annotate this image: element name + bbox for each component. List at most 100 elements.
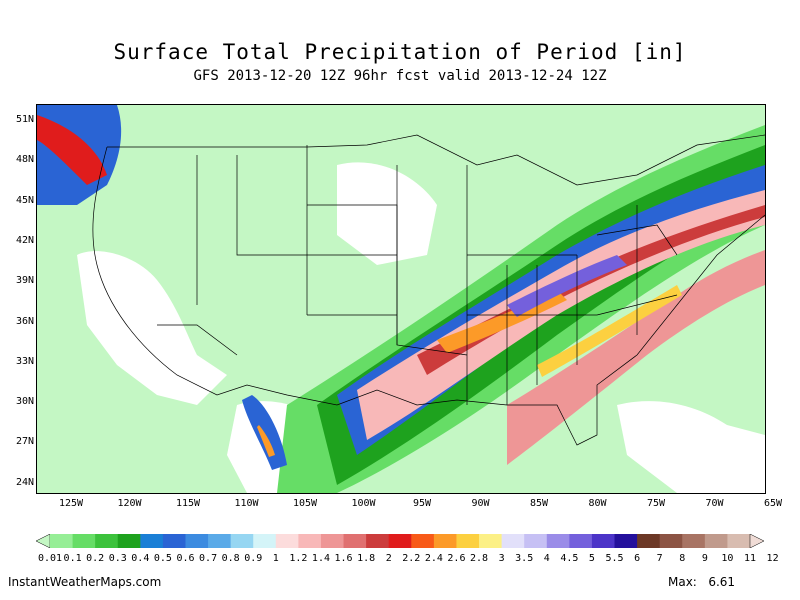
colorbar-label: 7 xyxy=(656,553,663,564)
lon-label: 100W xyxy=(351,498,376,509)
dry-area-plains xyxy=(337,162,437,265)
pink-band xyxy=(357,190,765,440)
colorbar-label: 0.3 xyxy=(108,553,127,564)
colorbar-swatch xyxy=(524,534,548,548)
colorbar-swatch xyxy=(253,534,277,548)
lat-label: 30N xyxy=(15,396,34,408)
colorbar-swatch xyxy=(275,534,299,548)
max-value: 6.61 xyxy=(708,575,736,589)
colorbar-label: 3 xyxy=(498,553,505,564)
colorbar-label: 1 xyxy=(272,553,279,564)
colorbar-label: 8 xyxy=(679,553,686,564)
lat-label: 42N xyxy=(15,234,34,246)
colorbar-label: 0.8 xyxy=(221,553,240,564)
colorbar-swatch xyxy=(343,534,367,548)
lat-label: 27N xyxy=(15,436,34,448)
lat-label: 45N xyxy=(15,194,34,206)
colorbar-label: 0.1 xyxy=(63,553,82,564)
lat-label: 48N xyxy=(15,154,34,166)
colorbar-swatch xyxy=(208,534,232,548)
colorbar-swatch xyxy=(682,534,706,548)
site-credit: InstantWeatherMaps.com xyxy=(8,575,162,589)
political-borders xyxy=(92,134,765,446)
map-subtitle: GFS 2013-12-20 12Z 96hr fcst valid 2013-… xyxy=(193,68,607,84)
colorbar-label: 2.4 xyxy=(424,553,443,564)
colorbar-label: 10 xyxy=(721,553,734,564)
lat-label: 33N xyxy=(15,355,34,367)
colorbar-under-triangle xyxy=(36,534,51,548)
lon-label: 90W xyxy=(471,498,490,509)
colorbar-label: 1.2 xyxy=(289,553,308,564)
colorbar-swatch xyxy=(501,534,525,548)
colorbar-label: 0.5 xyxy=(153,553,172,564)
lon-label: 65W xyxy=(763,498,783,509)
colorbar-over-triangle xyxy=(749,534,764,548)
colorbar-label: 0.9 xyxy=(244,553,263,564)
dry-area-southwest xyxy=(77,251,227,405)
lon-label: 125W xyxy=(58,498,84,509)
precipitation-map xyxy=(36,104,766,494)
lon-label: 80W xyxy=(588,498,607,509)
colorbar-swatch xyxy=(230,534,254,548)
colorbar-label: 4.5 xyxy=(560,553,579,564)
colorbar-swatch xyxy=(50,534,74,548)
colorbar-label: 0.7 xyxy=(199,553,218,564)
colorbar-swatch xyxy=(388,534,412,548)
colorbar-swatch xyxy=(727,534,751,548)
lon-label: 70W xyxy=(705,498,724,509)
colorbar-swatch xyxy=(320,534,345,548)
colorbar-swatch xyxy=(140,534,164,548)
lat-label: 51N xyxy=(15,114,34,125)
colorbar-swatch xyxy=(591,534,616,548)
colorbar-swatch xyxy=(637,534,661,548)
colorbar-label: 5 xyxy=(588,553,595,564)
colorbar-label: 11 xyxy=(743,553,757,564)
colorbar-label: 0.01 xyxy=(37,553,63,564)
colorbar-swatch xyxy=(546,534,570,548)
lon-label: 120W xyxy=(117,498,142,509)
lon-label: 115W xyxy=(175,498,201,509)
max-value-readout: Max: 6.61 xyxy=(668,575,735,589)
colorbar-label: 12 xyxy=(766,553,779,564)
colorbar-swatch xyxy=(479,534,503,548)
colorbar-label: 1.4 xyxy=(311,553,330,564)
max-label: Max: xyxy=(668,575,697,589)
colorbar-label: 0.4 xyxy=(131,553,150,564)
colorbar-swatch xyxy=(704,534,728,548)
colorbar-label: 1.8 xyxy=(357,553,376,564)
colorbar-swatch xyxy=(117,534,141,548)
colorbar-swatch xyxy=(433,534,457,548)
colorbar-label: 6 xyxy=(634,553,641,564)
colorbar-swatch xyxy=(162,534,186,548)
precipitation-colorbar xyxy=(36,534,764,548)
colorbar-label: 0.6 xyxy=(176,553,195,564)
colorbar-label: 3.5 xyxy=(515,553,534,564)
lat-label: 39N xyxy=(15,275,34,287)
colorbar-swatch xyxy=(298,534,322,548)
colorbar-swatch xyxy=(72,534,96,548)
colorbar-label: 2.6 xyxy=(447,553,466,564)
lon-label: 85W xyxy=(529,498,549,509)
southeast-band xyxy=(507,250,765,465)
map-title: Surface Total Precipitation of Period [i… xyxy=(113,40,687,64)
red-band xyxy=(417,205,765,375)
colorbar-swatch xyxy=(185,534,209,548)
lat-label: 36N xyxy=(15,315,34,327)
colorbar-swatch xyxy=(366,534,390,548)
colorbar-label: 9 xyxy=(701,553,708,564)
colorbar-swatch xyxy=(456,534,480,548)
mexico-coast-core xyxy=(257,425,275,457)
dry-area-atlantic xyxy=(617,401,765,493)
colorbar-label: 5.5 xyxy=(605,553,624,564)
colorbar-label: 2.8 xyxy=(470,553,489,564)
pnw-core xyxy=(37,115,107,185)
colorbar-label: 2 xyxy=(385,553,392,564)
lon-label: 105W xyxy=(292,498,318,509)
colorbar-swatch xyxy=(95,534,119,548)
colorbar-label: 1.6 xyxy=(334,553,353,564)
colorbar-label: 2.2 xyxy=(402,553,421,564)
lon-label: 75W xyxy=(646,498,666,509)
lon-label: 110W xyxy=(234,498,259,509)
mexico-coast-area xyxy=(242,395,287,470)
colorbar-swatch xyxy=(659,534,683,548)
